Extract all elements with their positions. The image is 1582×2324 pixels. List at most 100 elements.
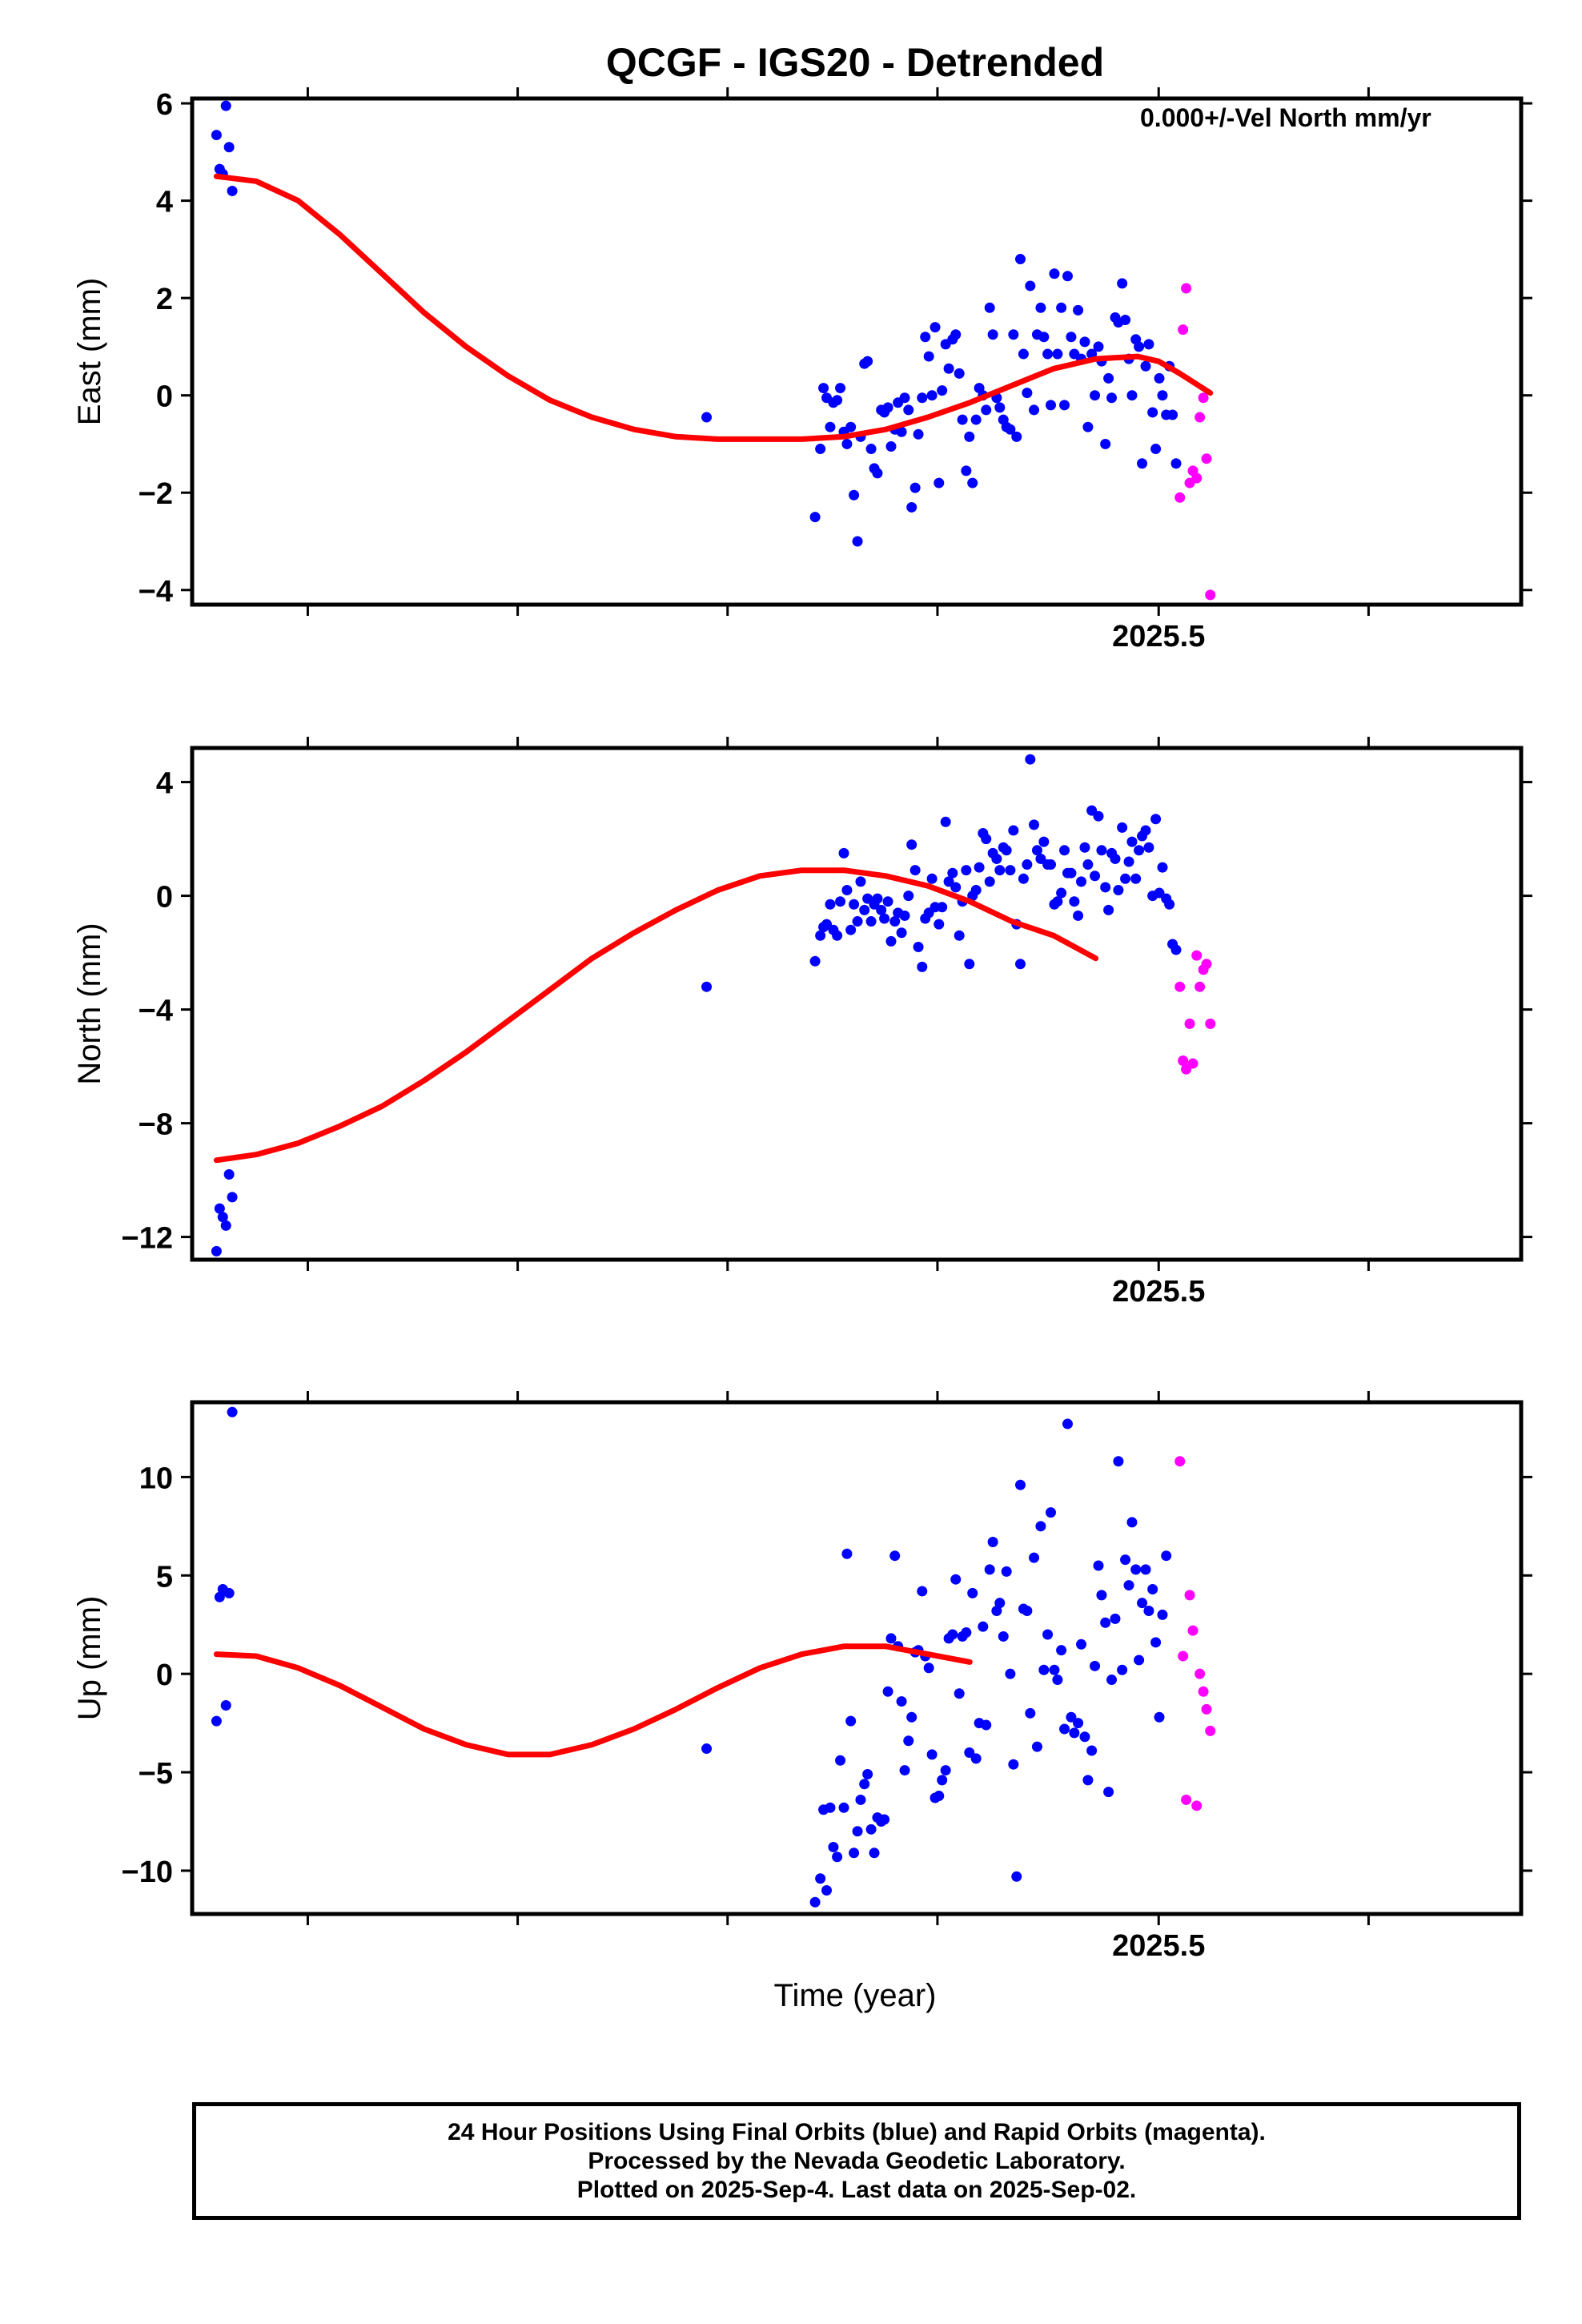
final-orbit-point [1103,904,1114,915]
final-orbit-point [1025,754,1036,765]
final-orbit-point [882,1686,893,1697]
final-orbit-point [1161,1550,1172,1562]
final-orbit-point [1154,887,1165,899]
final-orbit-point [1113,885,1124,895]
final-orbit-point [937,385,948,396]
final-orbit-point [1147,1583,1158,1594]
final-orbit-point [954,368,965,379]
final-orbit-point [1090,390,1101,401]
final-orbit-point [896,927,907,939]
final-orbit-point [1001,845,1012,856]
plot-frame [190,96,1524,607]
final-orbit-point [1140,1564,1151,1575]
rapid-orbit-point [1191,472,1203,484]
final-orbit-point [835,383,846,394]
y-axis-label: Up (mm) [72,1596,107,1721]
final-orbit-point [1031,1741,1042,1752]
final-orbit-point [1014,254,1026,265]
y-tick-label: −5 [139,1757,173,1791]
final-orbit-point [1170,944,1182,955]
final-orbit-point [930,322,941,333]
final-orbit-point [1143,1606,1154,1617]
footnote-line-plotted: Plotted on 2025-Sep-4. Last data on 2025… [576,2176,1137,2203]
footnote-box: 24 Hour Positions Using Final Orbits (bl… [192,2102,1521,2220]
final-orbit-point [1031,845,1042,856]
rapid-orbit-point [1187,1625,1199,1636]
y-tick-label: −10 [122,1856,173,1889]
final-orbit-point [1150,1637,1162,1648]
final-orbit-point [934,1791,945,1802]
final-orbit-point [1100,882,1111,893]
final-orbit-point [211,130,222,141]
final-orbit-point [1090,870,1101,882]
final-orbit-point [981,1719,992,1731]
final-orbit-point [1056,1645,1067,1656]
final-orbit-point [981,834,992,845]
final-orbit-point [223,1169,235,1180]
final-orbit-point [859,904,870,915]
footnote-line-processed: Processed by the Nevada Geodetic Laborat… [588,2147,1126,2174]
final-orbit-point [852,536,863,547]
final-orbit-point [926,1749,938,1760]
final-orbit-point [1029,1552,1040,1563]
final-orbit-point [1045,1507,1056,1518]
final-orbit-point [899,1765,910,1776]
final-orbit-point [923,1663,934,1674]
final-orbit-point [1117,278,1128,289]
rapid-orbit-point [1195,412,1206,423]
final-orbit-point [1001,1566,1012,1577]
final-orbit-point [950,329,962,340]
final-orbit-point [865,444,877,455]
final-orbit-point [896,426,907,437]
final-orbit-point [1117,1664,1128,1675]
rapid-orbits-series [1174,283,1216,601]
final-orbit-point [876,904,887,915]
final-orbit-point [1140,825,1151,836]
final-orbit-point [838,1802,849,1813]
final-orbit-point [1120,873,1131,884]
final-orbit-point [943,363,954,374]
final-orbit-point [1150,814,1162,825]
final-orbit-point [1014,959,1026,970]
final-orbit-point [987,329,998,340]
final-orbit-point [1005,1668,1016,1679]
final-orbit-point [1056,302,1067,313]
final-orbit-point [701,1743,713,1755]
final-orbit-point [1120,315,1131,325]
final-orbit-point [1049,268,1060,279]
final-orbit-point [841,885,853,895]
final-orbit-point [950,1574,962,1585]
y-tick-label: 5 [156,1560,173,1594]
final-orbit-point [1005,424,1016,435]
final-orbit-point [1123,856,1134,867]
rapid-orbit-point [1191,950,1203,961]
final-orbit-point [1096,845,1107,856]
final-orbit-point [852,916,863,927]
final-orbit-point [970,885,982,895]
final-orbit-point [1076,876,1087,887]
final-orbit-point [961,865,972,876]
final-orbit-point [214,1591,225,1602]
final-orbit-point [845,421,857,432]
rapid-orbit-point [1195,1668,1206,1679]
final-orbit-point [1005,865,1016,876]
final-orbit-point [1164,899,1175,910]
final-orbit-point [943,876,954,887]
plot-frame [190,746,1524,1262]
final-orbit-point [899,910,910,921]
final-orbit-point [835,1755,846,1766]
final-orbit-point [1014,1479,1026,1490]
final-orbit-point [214,1203,225,1214]
final-orbit-point [1042,348,1054,360]
rapid-orbit-point [1178,1651,1189,1662]
y-tick-label: 2 [156,283,173,316]
final-orbits-series [211,100,1182,547]
final-orbit-point [815,1873,826,1884]
final-orbit-point [1038,332,1050,343]
panels: 6 4 2 0 −2 −4 2025.5 East (mm) 0.000+/-Vel North… [72,87,1532,1963]
final-orbit-point [906,501,917,513]
final-orbit-point [841,1548,853,1559]
final-orbit-point [885,935,897,947]
final-orbit-point [987,1536,998,1547]
final-orbit-point [937,1775,948,1786]
